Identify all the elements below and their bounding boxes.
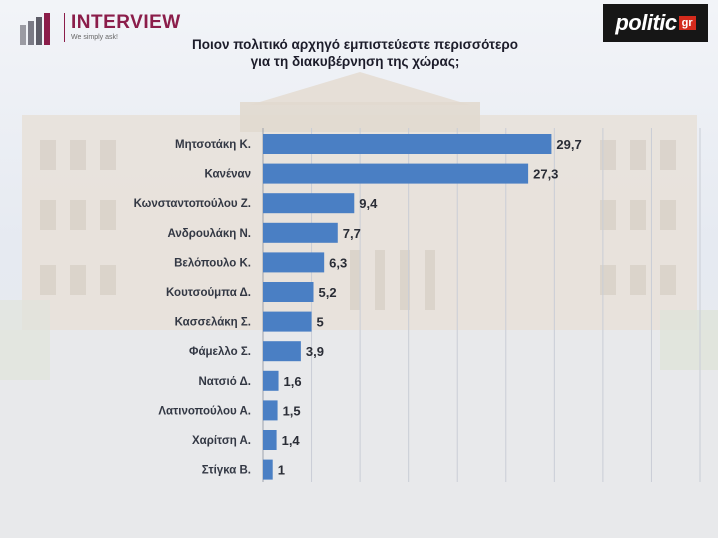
bar xyxy=(263,341,301,362)
data-label: 9,4 xyxy=(359,196,378,211)
category-label: Ανδρουλάκη Ν. xyxy=(167,228,251,240)
chart-title-line2: για τη διακυβέρνηση της χώρας; xyxy=(250,54,460,69)
data-label: 7,7 xyxy=(343,226,361,241)
bar xyxy=(263,400,278,421)
data-label: 1,5 xyxy=(283,403,301,418)
bar xyxy=(263,222,338,243)
data-label: 1 xyxy=(278,463,285,478)
interview-logo: INTERVIEW We simply ask! xyxy=(18,6,181,48)
category-label: Κανέναν xyxy=(204,169,251,181)
category-label: Νατσιό Δ. xyxy=(198,376,251,388)
brand-tagline: We simply ask! xyxy=(71,33,118,41)
chart-title: Ποιον πολιτικό αρχηγό εμπιστεύεστε περισ… xyxy=(150,36,560,70)
category-label: Βελόπουλο Κ. xyxy=(174,257,251,269)
category-label: Κωνσταντοπούλου Ζ. xyxy=(134,198,251,210)
category-label: Χαρίτση Α. xyxy=(192,435,251,447)
bar xyxy=(263,282,314,302)
bar xyxy=(263,430,277,450)
category-label: Μητσοτάκη Κ. xyxy=(175,139,251,151)
data-label: 3,9 xyxy=(306,344,324,359)
category-label: Φάμελλο Σ. xyxy=(189,346,251,358)
chart-title-line1: Ποιον πολιτικό αρχηγό εμπιστεύεστε περισ… xyxy=(191,37,519,52)
data-label: 5 xyxy=(317,315,324,330)
data-label: 5,2 xyxy=(318,285,336,300)
data-label: 1,4 xyxy=(282,433,301,448)
bar xyxy=(263,163,529,184)
data-label: 29,7 xyxy=(556,137,581,152)
category-label: Στίγκα Β. xyxy=(202,465,251,477)
data-label: 1,6 xyxy=(284,374,302,389)
bar xyxy=(263,459,273,480)
interview-logo-icon xyxy=(20,13,50,45)
category-label: Κουτσούμπα Δ. xyxy=(166,287,251,299)
partner-name: politic xyxy=(615,10,677,35)
bar xyxy=(263,311,312,332)
category-label: Κασσελάκη Σ. xyxy=(175,317,251,329)
politic-logo: politic gr xyxy=(603,4,708,42)
data-label: 27,3 xyxy=(533,167,558,182)
category-label: Λατινοπούλου Α. xyxy=(158,405,251,417)
bar xyxy=(263,252,325,273)
partner-suffix: gr xyxy=(678,16,696,30)
bar xyxy=(263,193,355,214)
data-label: 6,3 xyxy=(329,255,347,270)
bar xyxy=(263,370,279,391)
brand-name: INTERVIEW xyxy=(71,11,181,33)
bar xyxy=(263,134,552,154)
